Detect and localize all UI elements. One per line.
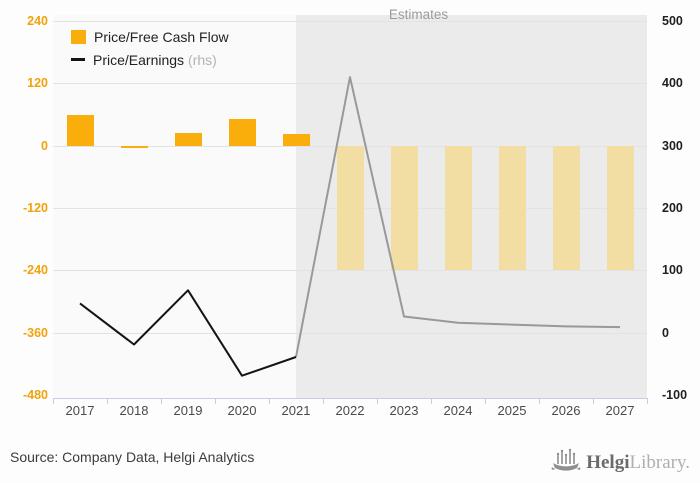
x-axis-label-2023: 2023 <box>389 403 419 418</box>
left-axis-tick-120: 120 <box>27 76 48 91</box>
legend-label-price-fcf: Price/Free Cash Flow <box>94 28 229 45</box>
gridline <box>53 332 647 334</box>
x-axis-tick <box>431 398 432 404</box>
x-axis-tick <box>161 398 162 404</box>
bar-2024 <box>444 145 472 271</box>
left-axis-tick-0: 0 <box>41 138 48 153</box>
bar-2025 <box>498 145 526 271</box>
x-axis-tick <box>215 398 216 404</box>
bar-2018 <box>120 145 148 149</box>
source-text: Source: Company Data, Helgi Analytics <box>10 449 255 465</box>
estimates-label: Estimates <box>388 7 449 22</box>
right-axis-tick-500: 500 <box>662 14 683 28</box>
legend-item-price-earnings: Price/Earnings (rhs) <box>71 50 229 69</box>
x-axis-label-2021: 2021 <box>281 403 311 418</box>
right-axis-tick-300: 300 <box>662 138 683 153</box>
bar-2017 <box>66 114 94 146</box>
bar-swatch-icon <box>71 29 86 44</box>
right-axis-tick-0: 0 <box>662 325 669 340</box>
bar-2027 <box>606 145 634 271</box>
x-axis-label-2020: 2020 <box>227 403 257 418</box>
right-axis-tick-100: 100 <box>662 263 683 278</box>
gridline <box>53 21 647 22</box>
plot-area <box>53 15 647 398</box>
x-axis-label-2025: 2025 <box>497 403 527 418</box>
line-swatch-icon <box>71 58 85 61</box>
price-earnings-line-estimate <box>295 76 621 358</box>
left-axis-tick--120: -120 <box>22 201 48 215</box>
helgi-library-logo: HelgiLibrary. <box>551 448 690 474</box>
right-axis-tick-400: 400 <box>662 76 683 91</box>
x-axis-tick <box>107 398 108 404</box>
legend-label-rhs: (rhs) <box>188 51 217 68</box>
bar-2019 <box>174 133 202 146</box>
x-axis-tick <box>269 398 270 404</box>
line-series <box>79 76 621 377</box>
left-axis-tick--360: -360 <box>22 325 48 340</box>
x-axis-label-2017: 2017 <box>65 403 95 418</box>
x-axis-tick <box>323 398 324 404</box>
bar-2021 <box>282 134 310 146</box>
gridline <box>53 83 647 85</box>
bar-2022 <box>336 145 364 271</box>
x-axis-tick <box>377 398 378 404</box>
right-axis-tick--100: -100 <box>662 388 688 402</box>
x-axis-tick <box>593 398 594 404</box>
bar-2023 <box>390 145 418 271</box>
x-axis-tick <box>647 398 648 404</box>
x-axis-label-2022: 2022 <box>335 403 365 418</box>
x-axis-label-2019: 2019 <box>173 403 203 418</box>
price-earnings-line-actual <box>79 289 297 377</box>
legend-item-price-fcf: Price/Free Cash Flow <box>71 27 229 46</box>
x-axis-line <box>53 398 648 399</box>
left-axis-tick-240: 240 <box>27 14 48 28</box>
left-axis-tick--240: -240 <box>22 263 48 278</box>
legend: Price/Free Cash Flow Price/Earnings (rhs… <box>71 27 229 73</box>
viking-ship-icon <box>551 448 581 471</box>
x-axis-label-2026: 2026 <box>551 403 581 418</box>
left-axis-tick--480: -480 <box>22 388 48 402</box>
x-axis-label-2027: 2027 <box>605 403 635 418</box>
right-axis-tick-200: 200 <box>662 201 683 215</box>
bar-2026 <box>552 145 580 271</box>
x-axis-label-2024: 2024 <box>443 403 473 418</box>
legend-label-price-earnings: Price/Earnings <box>93 51 185 68</box>
gridline <box>53 270 647 272</box>
x-axis-tick <box>539 398 540 404</box>
logo-wordmark: HelgiLibrary. <box>586 452 690 473</box>
x-axis-tick <box>53 398 54 404</box>
x-axis-tick <box>485 398 486 404</box>
bar-2020 <box>228 118 256 146</box>
x-axis-label-2018: 2018 <box>119 403 149 418</box>
